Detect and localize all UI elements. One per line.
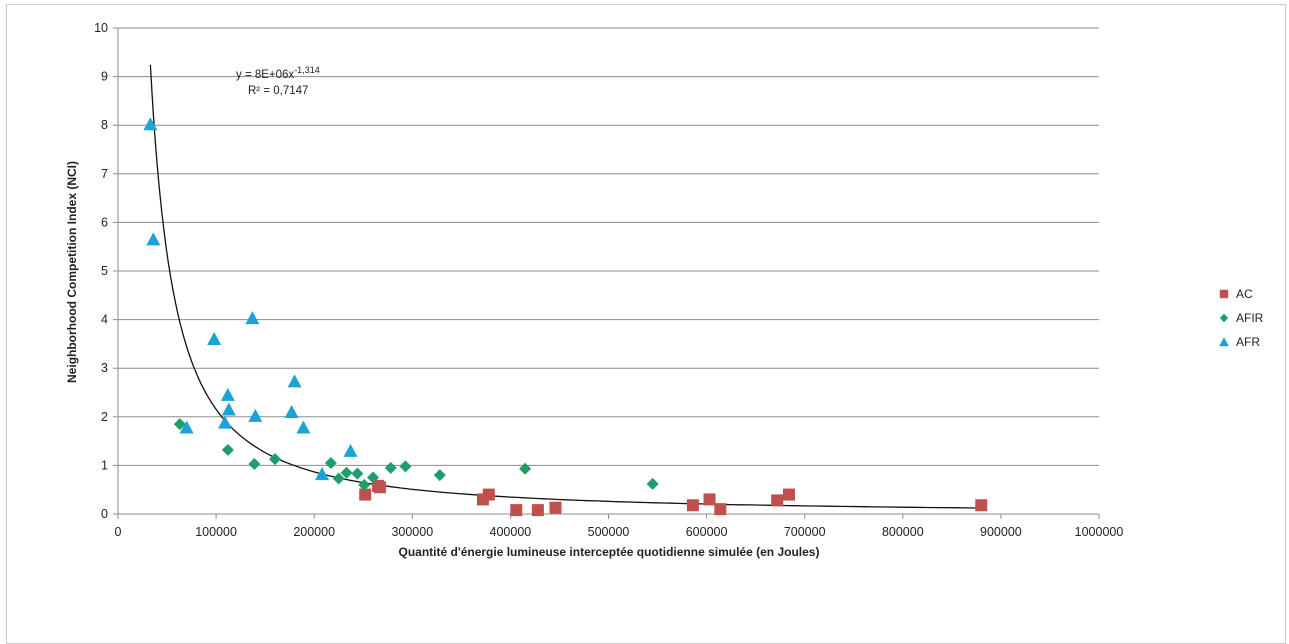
data-point-afir [173, 418, 186, 431]
data-point-afr [207, 332, 222, 346]
data-point-afir [646, 477, 659, 490]
data-point-afir [367, 471, 380, 484]
data-point-afir [340, 466, 353, 479]
y-tick-label: 0 [101, 507, 108, 521]
data-point-afr [315, 467, 330, 481]
x-tick-label: 800000 [882, 525, 924, 539]
data-point-afir [358, 478, 371, 491]
trendline [149, 64, 982, 509]
data-point-ac [531, 504, 544, 517]
data-point-afr [245, 311, 260, 325]
data-point-ac [359, 488, 372, 501]
x-tick-label: 300000 [391, 525, 433, 539]
data-point-ac [703, 493, 716, 506]
data-point-afr [284, 404, 299, 418]
data-point-afir [384, 461, 397, 474]
y-tick-label: 9 [101, 70, 108, 84]
y-tick-label: 6 [101, 215, 108, 229]
legend: AC AFIR AFR [1219, 287, 1264, 349]
x-tick-label: 0 [115, 525, 122, 539]
y-tick-label: 5 [101, 264, 108, 278]
x-axis-title: Quantité d'énergie lumineuse interceptée… [399, 545, 820, 559]
y-axis-title: Neighborhood Competition Index (NCI) [65, 161, 79, 383]
x-tick-label: 200000 [293, 525, 335, 539]
x-tick-label: 900000 [980, 525, 1022, 539]
data-point-ac [771, 494, 784, 507]
data-point-ac [975, 499, 988, 512]
legend-marker-ac [1219, 289, 1229, 299]
data-point-afir [399, 460, 412, 473]
data-point-ac [714, 503, 727, 516]
x-tick-label: 700000 [784, 525, 826, 539]
data-point-ac [549, 501, 562, 514]
legend-marker-afr [1219, 337, 1229, 347]
data-point-afr [217, 415, 232, 429]
data-point-afr [146, 232, 161, 246]
data-point-afir [433, 469, 446, 482]
data-point-afir [324, 456, 337, 469]
data-points [143, 117, 988, 517]
x-tick-label: 1000000 [1075, 525, 1124, 539]
legend-marker-afir [1219, 313, 1229, 323]
data-point-ac [510, 504, 523, 517]
y-tick-label: 1 [101, 458, 108, 472]
y-tick-label: 10 [94, 21, 108, 35]
data-point-afr [221, 402, 236, 416]
y-tick-label: 7 [101, 167, 108, 181]
axes [113, 27, 1100, 519]
chart-frame [6, 4, 1286, 644]
data-point-afr [287, 374, 302, 388]
data-point-afir [519, 462, 532, 475]
y-tick-label: 3 [101, 361, 108, 375]
x-tick-label: 400000 [490, 525, 532, 539]
data-point-afr [179, 420, 194, 434]
trendline-equation: y = 8E+06x-1,314 [236, 65, 320, 81]
data-point-ac [783, 488, 796, 501]
legend-label-afir: AFIR [1236, 311, 1264, 325]
data-point-ac [686, 499, 699, 512]
gridlines [118, 27, 1099, 466]
data-point-afr [343, 443, 358, 457]
trendline-r2: R² = 0,7147 [248, 85, 308, 97]
y-tick-label: 2 [101, 410, 108, 424]
x-tick-label: 600000 [686, 525, 728, 539]
data-point-ac [482, 488, 495, 501]
x-tick-label: 100000 [195, 525, 237, 539]
data-point-afr [220, 387, 235, 401]
data-point-afir [332, 472, 345, 485]
legend-label-afr: AFR [1236, 335, 1260, 349]
data-point-afr [296, 420, 311, 434]
data-point-afir [351, 467, 364, 480]
data-point-afr [143, 117, 158, 131]
legend-label-ac: AC [1236, 287, 1253, 301]
scatter-chart: 0 1 2 3 4 5 6 7 8 9 10 0 100000 200000 300000 400000 500… [65, 21, 1264, 559]
x-tick-label: 500000 [588, 525, 630, 539]
data-point-ac [373, 481, 386, 494]
y-tick-label: 4 [101, 313, 108, 327]
y-tick-label: 8 [101, 118, 108, 132]
data-point-afir [221, 443, 234, 456]
data-point-afir [268, 453, 281, 466]
data-point-afr [248, 408, 263, 422]
data-point-afir [248, 457, 261, 470]
tick-labels: 0 1 2 3 4 5 6 7 8 9 10 0 100000 200000 300000 400000 500… [94, 21, 1123, 539]
